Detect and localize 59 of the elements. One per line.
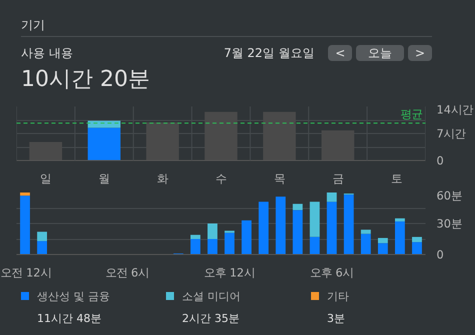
bar xyxy=(412,242,422,254)
bar xyxy=(344,194,354,254)
y-tick-label: 14시간 xyxy=(436,102,473,116)
bar xyxy=(394,218,405,222)
text: 기기 xyxy=(21,13,432,37)
x-tick-label: 오후 12시 xyxy=(204,266,256,280)
bar xyxy=(292,210,303,254)
bar xyxy=(292,204,303,210)
text: 11시간 48분 xyxy=(37,310,102,326)
ref-line-label: 평균 xyxy=(400,107,422,122)
bar xyxy=(378,238,388,244)
bar xyxy=(37,241,48,254)
bar xyxy=(412,236,422,242)
text: 3분 xyxy=(327,310,346,326)
chart-subtitle: 10시간 20분 xyxy=(21,66,151,94)
x-tick-label: 일 xyxy=(40,172,52,186)
bar xyxy=(37,232,48,242)
legend-label: 소셜 미디어 xyxy=(181,289,242,305)
x-tick-label: 수 xyxy=(216,172,226,186)
x-tick-label: 월 xyxy=(98,172,110,186)
bar xyxy=(190,234,200,239)
bar xyxy=(378,243,388,254)
text: 2시간 35분 xyxy=(182,310,240,326)
chart-title: 사용 내용 xyxy=(21,45,73,62)
bar xyxy=(208,224,218,239)
bar xyxy=(394,221,405,254)
bar xyxy=(276,196,286,254)
y-tick-label: 60분 xyxy=(436,188,462,202)
x-tick-label: 목 xyxy=(274,172,285,186)
bar xyxy=(88,128,121,160)
bar xyxy=(310,236,320,254)
text: 7월 22일 월요일 xyxy=(224,46,314,60)
text: 오늘 xyxy=(356,45,404,61)
legend-label: 기타 xyxy=(326,289,350,305)
x-tick-label: 오후 6시 xyxy=(310,266,354,280)
x-tick-label: 토 xyxy=(390,172,402,186)
bar xyxy=(310,202,320,237)
bar xyxy=(208,239,218,254)
bar xyxy=(20,192,30,196)
bar xyxy=(242,220,252,254)
bar xyxy=(190,239,200,254)
x-tick-label: 화 xyxy=(157,172,168,186)
bar xyxy=(360,234,371,254)
bar xyxy=(326,192,337,202)
text: < xyxy=(328,45,352,61)
bar xyxy=(360,230,371,234)
x-tick-label: 오전 12시 xyxy=(0,266,52,280)
x-tick-label: 오전 6시 xyxy=(105,266,150,280)
x-tick-label: 금 xyxy=(332,172,344,186)
bar xyxy=(258,202,269,254)
bar xyxy=(326,202,337,254)
bar xyxy=(224,232,234,254)
legend-label: 생산성 및 금융 xyxy=(36,289,111,305)
y-tick-label: 0 xyxy=(436,248,444,262)
bar xyxy=(20,196,30,254)
y-tick-label: 0 xyxy=(436,154,444,168)
text: > xyxy=(408,45,432,61)
y-tick-label: 7시간 xyxy=(436,126,466,140)
y-tick-label: 30분 xyxy=(436,216,462,230)
